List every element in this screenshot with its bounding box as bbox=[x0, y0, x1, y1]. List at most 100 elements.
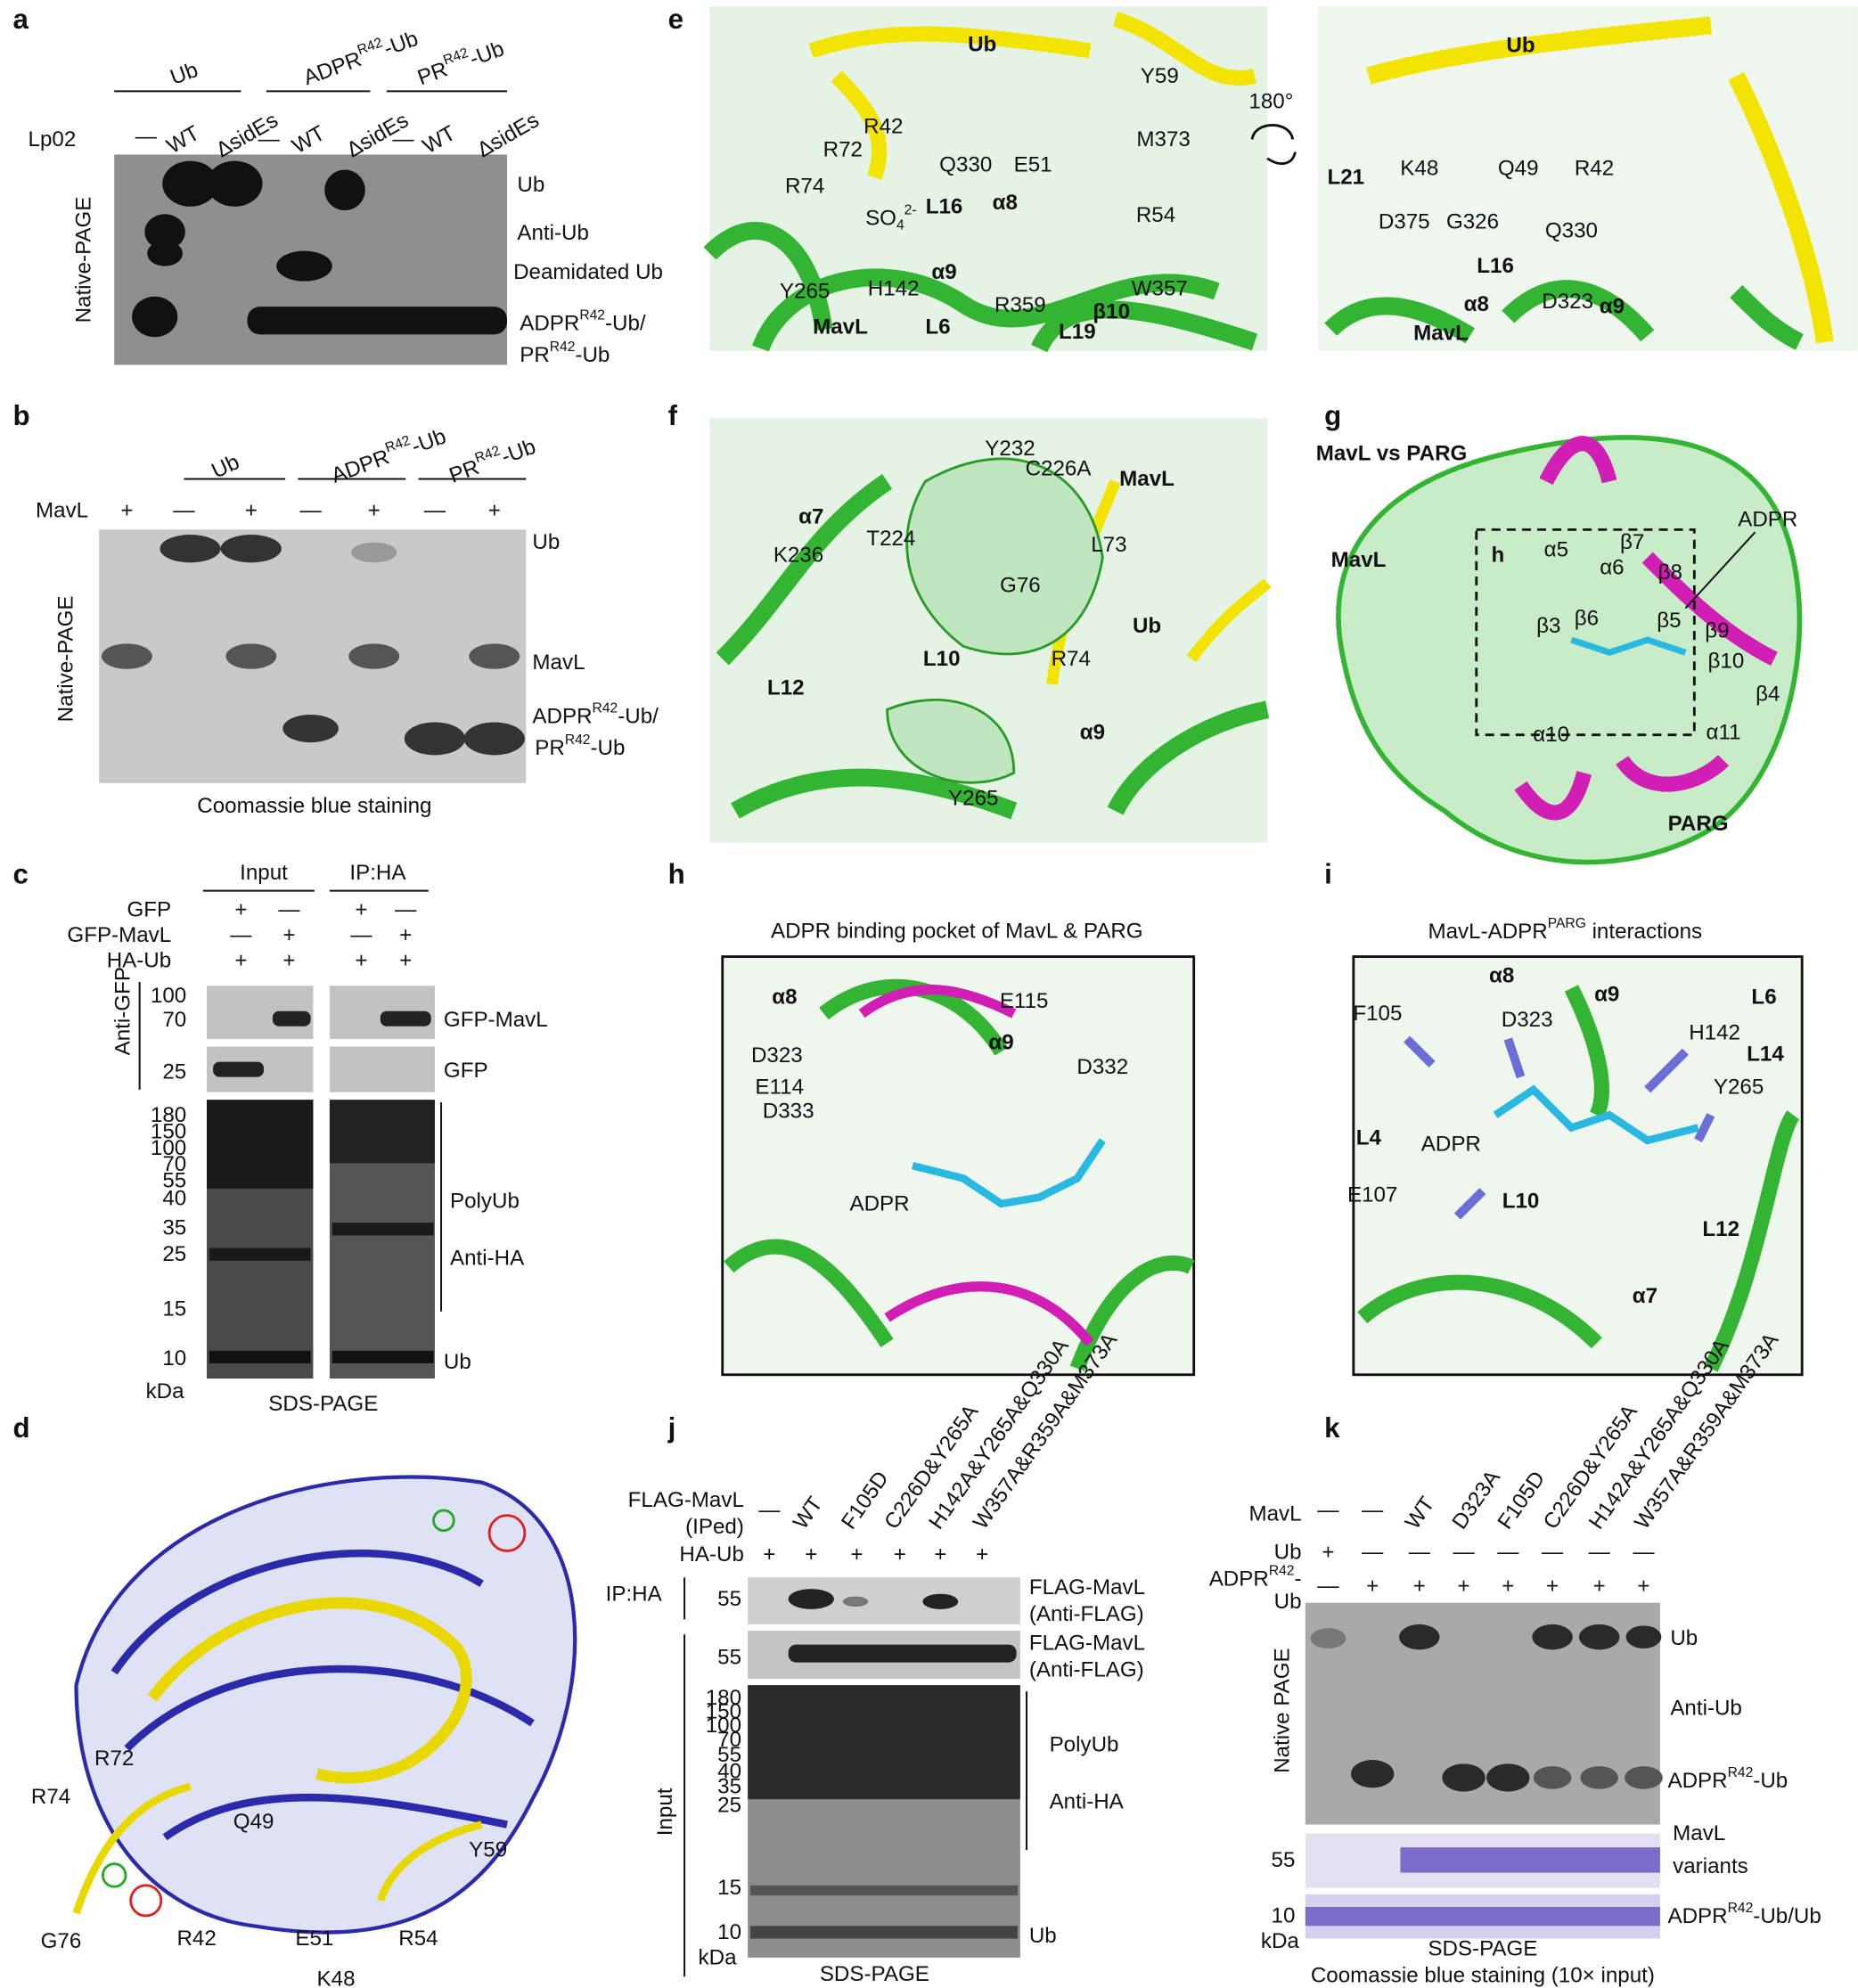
label: L10 bbox=[923, 647, 961, 671]
label: + bbox=[1637, 1575, 1649, 1599]
label: 35 bbox=[717, 1774, 741, 1798]
label: SDS-PAGE bbox=[268, 1392, 378, 1416]
label: G326 bbox=[1446, 209, 1499, 233]
label: H142 bbox=[868, 277, 920, 301]
label: ADPR bbox=[1421, 1132, 1481, 1156]
panel-letter: e bbox=[668, 4, 683, 35]
label: α9 bbox=[988, 1031, 1013, 1055]
label: PRR42-Ub bbox=[520, 340, 610, 367]
label: L16 bbox=[926, 194, 963, 218]
label: D333 bbox=[763, 1100, 814, 1124]
label: — bbox=[1589, 1540, 1611, 1564]
label: Ub bbox=[1133, 614, 1161, 638]
panel-letter: i bbox=[1324, 859, 1332, 890]
label: R54 bbox=[1136, 203, 1175, 227]
ribbon bbox=[858, 984, 1094, 1346]
label: Ub bbox=[1274, 1590, 1302, 1614]
label: ADPR bbox=[849, 1191, 909, 1215]
blot bbox=[748, 1577, 1020, 1624]
label: + bbox=[850, 1542, 863, 1567]
label: R74 bbox=[31, 1785, 70, 1809]
label-part: R42 bbox=[1269, 1564, 1295, 1579]
label: — bbox=[135, 125, 158, 149]
label: 55 bbox=[717, 1587, 741, 1611]
label: 100 bbox=[706, 1714, 741, 1738]
label: + bbox=[399, 923, 412, 947]
bands bbox=[1305, 1906, 1660, 1927]
label-part: PR bbox=[520, 343, 550, 367]
label: variants bbox=[1673, 1854, 1748, 1878]
ribbon bbox=[1366, 16, 1834, 344]
panel-letter: k bbox=[1324, 1412, 1340, 1444]
label: HA-Ub bbox=[107, 948, 171, 972]
label: L73 bbox=[1091, 533, 1126, 557]
label: PARG bbox=[1668, 812, 1729, 836]
label-part: ADPR bbox=[520, 311, 579, 335]
label: Ub bbox=[1274, 1540, 1302, 1564]
density-map bbox=[72, 1475, 577, 1935]
label-part: SO bbox=[865, 206, 896, 230]
label: D323 bbox=[751, 1043, 803, 1068]
label: — bbox=[424, 499, 446, 523]
label: α8 bbox=[1464, 292, 1489, 316]
panel-letter: b bbox=[12, 400, 29, 431]
label: PolyUb bbox=[1050, 1732, 1119, 1756]
ribbon bbox=[716, 474, 1270, 820]
label: R54 bbox=[398, 1927, 438, 1951]
label: 10 bbox=[1272, 1903, 1296, 1927]
label: 70 bbox=[717, 1728, 741, 1752]
label: L4 bbox=[1356, 1125, 1382, 1149]
label: MavL bbox=[1331, 548, 1387, 572]
label: α9 bbox=[1594, 983, 1619, 1007]
label: Deamidated Ub bbox=[513, 260, 663, 284]
label: MavL bbox=[36, 499, 88, 523]
label: + bbox=[1322, 1540, 1334, 1564]
label: GFP bbox=[444, 1059, 488, 1083]
label: + bbox=[399, 948, 412, 972]
label: Ub bbox=[444, 1350, 471, 1374]
bands bbox=[1310, 1624, 1663, 1792]
label: FLAG-MavL bbox=[628, 1488, 744, 1512]
label-part: ADPR bbox=[300, 47, 364, 90]
label: 25 bbox=[717, 1794, 741, 1818]
label: MavL bbox=[1413, 321, 1469, 345]
label: + bbox=[282, 948, 295, 972]
label: Ub bbox=[532, 530, 560, 554]
label: IP:HA bbox=[606, 1582, 663, 1606]
label-part: R42 bbox=[1728, 1765, 1754, 1780]
bands bbox=[132, 160, 507, 338]
label-part: -Ub/ bbox=[618, 704, 659, 728]
label: β3 bbox=[1536, 614, 1560, 638]
label: + bbox=[234, 897, 247, 921]
label: FLAG-MavL bbox=[1029, 1575, 1145, 1599]
label: α8 bbox=[1489, 963, 1514, 987]
label: D332 bbox=[1076, 1055, 1128, 1079]
label: MavL vs PARG bbox=[1316, 442, 1468, 466]
label-part: -Ub bbox=[408, 424, 449, 459]
label: α9 bbox=[931, 260, 956, 284]
label: α10 bbox=[1533, 723, 1569, 747]
label: Q330 bbox=[1545, 218, 1598, 242]
label: 55 bbox=[717, 1743, 741, 1767]
label: 100 bbox=[151, 1136, 186, 1160]
label: MavL bbox=[1248, 1502, 1301, 1526]
label: MavL bbox=[532, 650, 585, 675]
label: (Anti-FLAG) bbox=[1029, 1658, 1144, 1682]
label: α7 bbox=[798, 505, 823, 529]
label: SO42- bbox=[865, 203, 917, 233]
ligand bbox=[1493, 1084, 1699, 1145]
label: G76 bbox=[41, 1929, 82, 1953]
label: — bbox=[258, 127, 281, 151]
label: — bbox=[1409, 1540, 1431, 1564]
label: + bbox=[805, 1542, 817, 1567]
inset bbox=[1352, 955, 1804, 1377]
label: Native-PAGE bbox=[72, 197, 96, 323]
label: + bbox=[282, 923, 295, 947]
label: — bbox=[173, 499, 195, 523]
label: h bbox=[1492, 543, 1505, 567]
label-part: PR bbox=[535, 735, 565, 759]
label: R72 bbox=[94, 1747, 134, 1771]
label: 180 bbox=[706, 1686, 741, 1710]
label-part: ADPR bbox=[1667, 1768, 1727, 1792]
label: α8 bbox=[772, 986, 797, 1010]
